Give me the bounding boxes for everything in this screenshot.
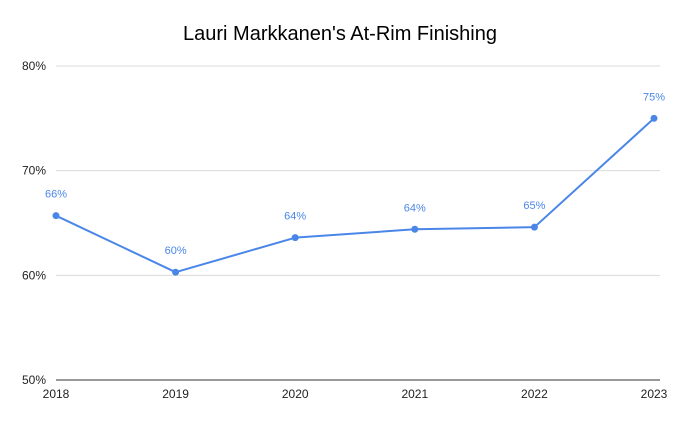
series-line [55,117,655,274]
x-tick-label-2023: 2023 [641,387,668,401]
data-labels: 66% 60% 64% 64% 65% 75% [45,91,665,257]
data-label-2023: 75% [643,91,665,103]
chart-title: Lauri Markkanen's At-Rim Finishing [183,23,497,45]
y-tick-label-80: 80% [22,59,46,73]
data-point-2020 [291,234,299,242]
data-label-2018: 66% [45,189,67,201]
x-tick-label-2020: 2020 [282,387,309,401]
data-label-2021: 64% [404,202,426,214]
x-tick-label-2021: 2021 [401,387,428,401]
data-label-2019: 60% [165,245,187,257]
x-axis-ticks: 2018 2019 2020 2021 2022 2023 [43,387,668,401]
data-label-2020: 64% [284,211,306,223]
x-tick-label-2022: 2022 [521,387,548,401]
y-tick-label-60: 60% [22,268,46,282]
x-tick-label-2019: 2019 [162,387,189,401]
data-point-2018 [52,212,60,220]
data-point-2022 [530,223,538,231]
x-tick-label-2018: 2018 [43,387,70,401]
data-point-2023 [650,114,658,122]
y-axis-ticks: 50% 60% 70% 80% [22,59,46,387]
y-tick-label-70: 70% [22,164,46,178]
data-label-2022: 65% [523,200,545,212]
gridlines [56,65,660,381]
data-point-2019 [172,268,180,276]
data-point-2021 [411,225,419,233]
series-line-group [52,114,658,276]
y-tick-label-50: 50% [22,373,46,387]
